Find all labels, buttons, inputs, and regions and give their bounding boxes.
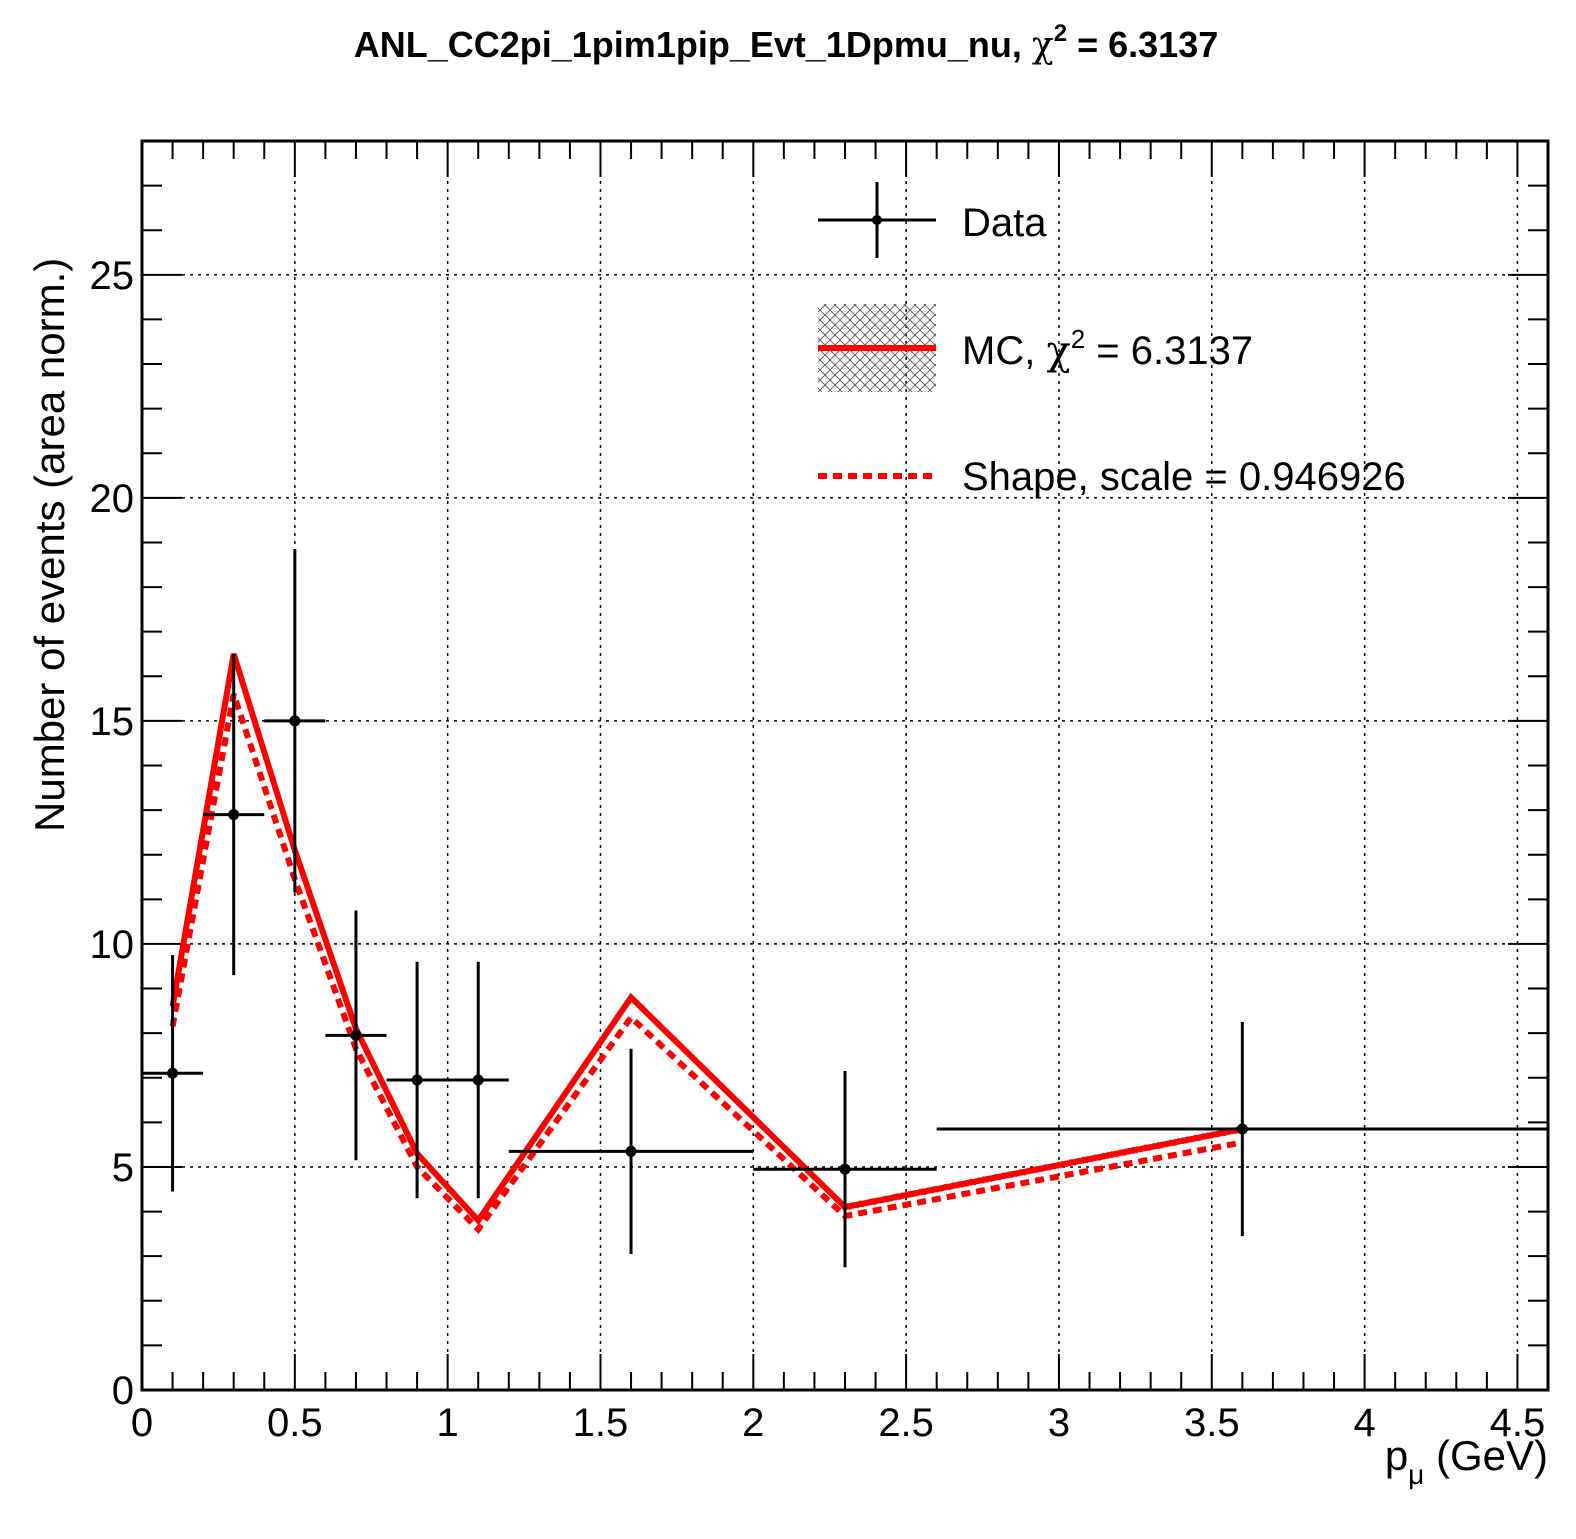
- data-point: [289, 715, 301, 727]
- legend: Data MC, χ2 = 6.3137 Shape, scale = 0.94…: [818, 182, 1406, 499]
- legend-label-data: Data: [962, 201, 1047, 245]
- y-tick-label: 5: [112, 1146, 134, 1190]
- chart-title: ANL_CC2pi_1pim1pip_Evt_1Dpmu_nu, χ2 = 6.…: [354, 20, 1218, 66]
- data-point: [1236, 1123, 1248, 1135]
- data-point-group: [936, 1021, 1548, 1237]
- data-point-group: [386, 961, 448, 1199]
- y-tick-label: 0: [112, 1369, 134, 1413]
- data-point-group: [753, 1071, 937, 1268]
- data-point-group: [142, 955, 204, 1192]
- data-point: [411, 1074, 423, 1086]
- shape-point: [630, 1017, 632, 1019]
- data-point: [350, 1029, 362, 1041]
- y-tick-labels: 0 5 10 15 20 25: [90, 254, 135, 1413]
- x-tick-label: 4: [1353, 1401, 1375, 1445]
- y-tick-label: 10: [90, 923, 135, 967]
- x-tick-labels: 0 0.5 1 1.5 2 2.5 3 3.5 4 4.5: [131, 1401, 1545, 1445]
- data-point: [228, 809, 240, 821]
- legend-entry-data: Data: [818, 182, 1047, 258]
- mc-band: [172, 650, 1243, 1225]
- mc-hatch-band: [172, 650, 1243, 1225]
- axes: [140, 139, 1550, 1392]
- x-tick-label: 3: [1048, 1401, 1070, 1445]
- x-tick-label: 4.5: [1490, 1401, 1546, 1445]
- grid: [142, 141, 1548, 1390]
- mc-line: [169, 653, 1243, 1226]
- x-tick-label: 2.5: [878, 1401, 934, 1445]
- x-tick-label: 2: [742, 1401, 764, 1445]
- mc-point: [477, 1219, 479, 1221]
- legend-entry-shape: Shape, scale = 0.946926: [818, 455, 1406, 499]
- data-point-group: [508, 1048, 754, 1254]
- mc-series: [169, 653, 1243, 1226]
- y-tick-label: 25: [90, 254, 135, 298]
- legend-label-shape: Shape, scale = 0.946926: [962, 455, 1406, 499]
- data-point-group: [203, 653, 265, 976]
- data-point-group: [447, 961, 509, 1199]
- data-point-group: [325, 910, 387, 1161]
- data-point: [839, 1163, 851, 1175]
- x-tick-label: 1.5: [573, 1401, 629, 1445]
- x-axis-title: pμ (GeV): [1385, 1432, 1548, 1490]
- data-series: [142, 549, 1548, 1268]
- legend-label-mc: MC, χ2 = 6.3137: [962, 324, 1253, 374]
- x-tick-label: 1: [437, 1401, 459, 1445]
- data-point: [167, 1067, 179, 1079]
- x-tick-label: 0: [131, 1401, 153, 1445]
- mc-point: [630, 996, 632, 998]
- y-tick-label: 15: [90, 700, 135, 744]
- x-tick-label: 3.5: [1184, 1401, 1240, 1445]
- legend-entry-mc: MC, χ2 = 6.3137: [818, 304, 1253, 392]
- y-axis-title: Number of events (area norm.): [26, 258, 73, 832]
- data-point: [472, 1074, 484, 1086]
- data-point: [625, 1145, 637, 1157]
- shape-point: [477, 1228, 479, 1230]
- x-tick-label: 0.5: [267, 1401, 323, 1445]
- y-tick-label: 20: [90, 477, 135, 521]
- data-point-group: [264, 549, 326, 893]
